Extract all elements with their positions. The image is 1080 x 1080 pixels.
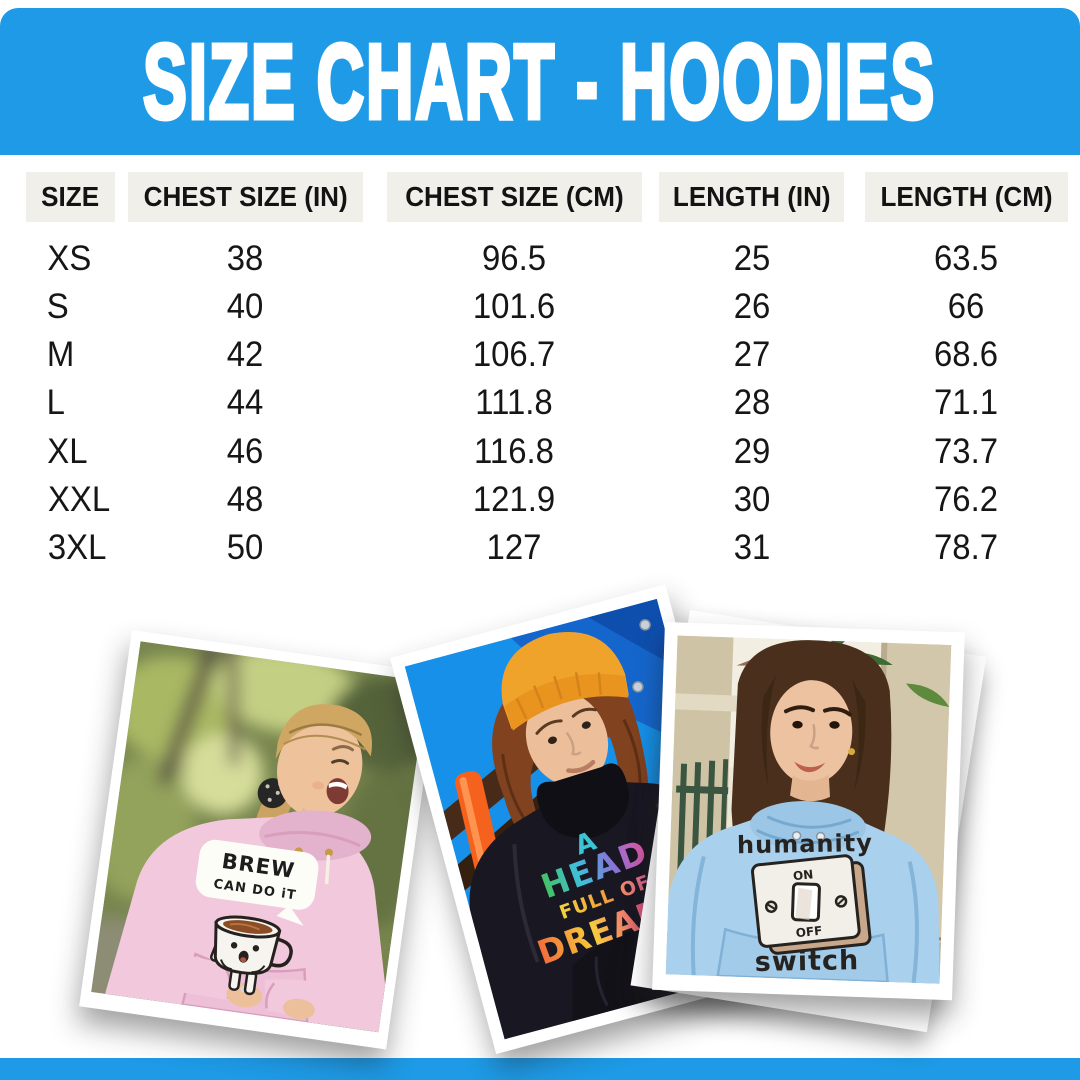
table-cell: XS xyxy=(47,239,92,278)
photo-blue-switch-hoodie: humanity ON OFF switch xyxy=(652,622,965,1001)
table-cell: 116.8 xyxy=(474,432,554,471)
column-header-label: SIZE xyxy=(41,181,100,212)
table-cell: 101.6 xyxy=(472,287,556,326)
table-cell: 28 xyxy=(733,383,771,422)
column-header-chest-cm: CHEST SIZE (CM) xyxy=(387,172,642,222)
pink-hoodie-scene: BREW CAN DO iT xyxy=(91,641,428,1033)
coffee-cup-character xyxy=(209,915,293,996)
switch-graphic: humanity ON OFF switch xyxy=(737,829,873,978)
column-header-label: CHEST SIZE (CM) xyxy=(405,181,624,212)
title-banner: SIZE CHART - HOODIES xyxy=(0,8,1080,155)
table-cell: 71.1 xyxy=(933,383,999,422)
column-header-label: LENGTH (CM) xyxy=(880,181,1053,212)
table-cell: 111.8 xyxy=(475,383,553,422)
table-cell: 63.5 xyxy=(933,239,999,278)
table-cell: 25 xyxy=(733,239,771,278)
column-header-label: CHEST SIZE (IN) xyxy=(143,181,348,212)
table-cell: 44 xyxy=(226,383,264,422)
table-cell: 73.7 xyxy=(933,432,999,471)
light-switch-plate: ON OFF xyxy=(751,854,872,955)
on-label: ON xyxy=(792,867,814,883)
column-header-length-cm: LENGTH (CM) xyxy=(865,172,1068,222)
blue-hoodie-scene: humanity ON OFF switch xyxy=(665,635,952,984)
table-cell: 40 xyxy=(226,287,264,326)
table-cell: 27 xyxy=(733,335,771,374)
table-cell: 96.5 xyxy=(481,239,547,278)
off-label: OFF xyxy=(795,924,823,941)
table-cell: 3XL xyxy=(47,528,107,567)
table-cell: M xyxy=(46,335,75,374)
table-cell: 26 xyxy=(733,287,771,326)
photo-pink-brew-hoodie: BREW CAN DO iT xyxy=(79,630,439,1050)
column-header-label: LENGTH (IN) xyxy=(672,181,831,212)
switch-text: switch xyxy=(755,945,860,978)
page-title: SIZE CHART - HOODIES xyxy=(142,22,937,141)
table-cell: 78.7 xyxy=(933,528,999,567)
table-cell: XL xyxy=(47,432,88,471)
column-header-length-in: LENGTH (IN) xyxy=(659,172,844,222)
column-header-chest-in: CHEST SIZE (IN) xyxy=(128,172,363,222)
humanity-text: humanity xyxy=(737,829,873,859)
table-cell: 30 xyxy=(733,480,771,519)
column-header-size: SIZE xyxy=(26,172,115,222)
table-cell: 121.9 xyxy=(472,480,556,519)
table-cell: 68.6 xyxy=(933,335,999,374)
table-cell: 50 xyxy=(226,528,264,567)
table-cell: 66 xyxy=(947,287,985,326)
brew-graphic: BREW CAN DO iT xyxy=(195,839,319,996)
footer-strip xyxy=(0,1058,1080,1080)
table-cell: 29 xyxy=(733,432,771,471)
table-cell: 31 xyxy=(733,528,771,567)
table-cell: L xyxy=(46,383,65,422)
table-cell: 76.2 xyxy=(933,480,999,519)
face-features xyxy=(535,707,597,774)
table-cell: 38 xyxy=(226,239,264,278)
table-cell: 46 xyxy=(226,432,264,471)
table-cell: XXL xyxy=(47,480,111,519)
table-cell: S xyxy=(46,287,69,326)
table-cell: 48 xyxy=(226,480,264,519)
table-cell: 127 xyxy=(486,528,542,567)
table-cell: 42 xyxy=(226,335,264,374)
table-cell: 106.7 xyxy=(472,335,556,374)
